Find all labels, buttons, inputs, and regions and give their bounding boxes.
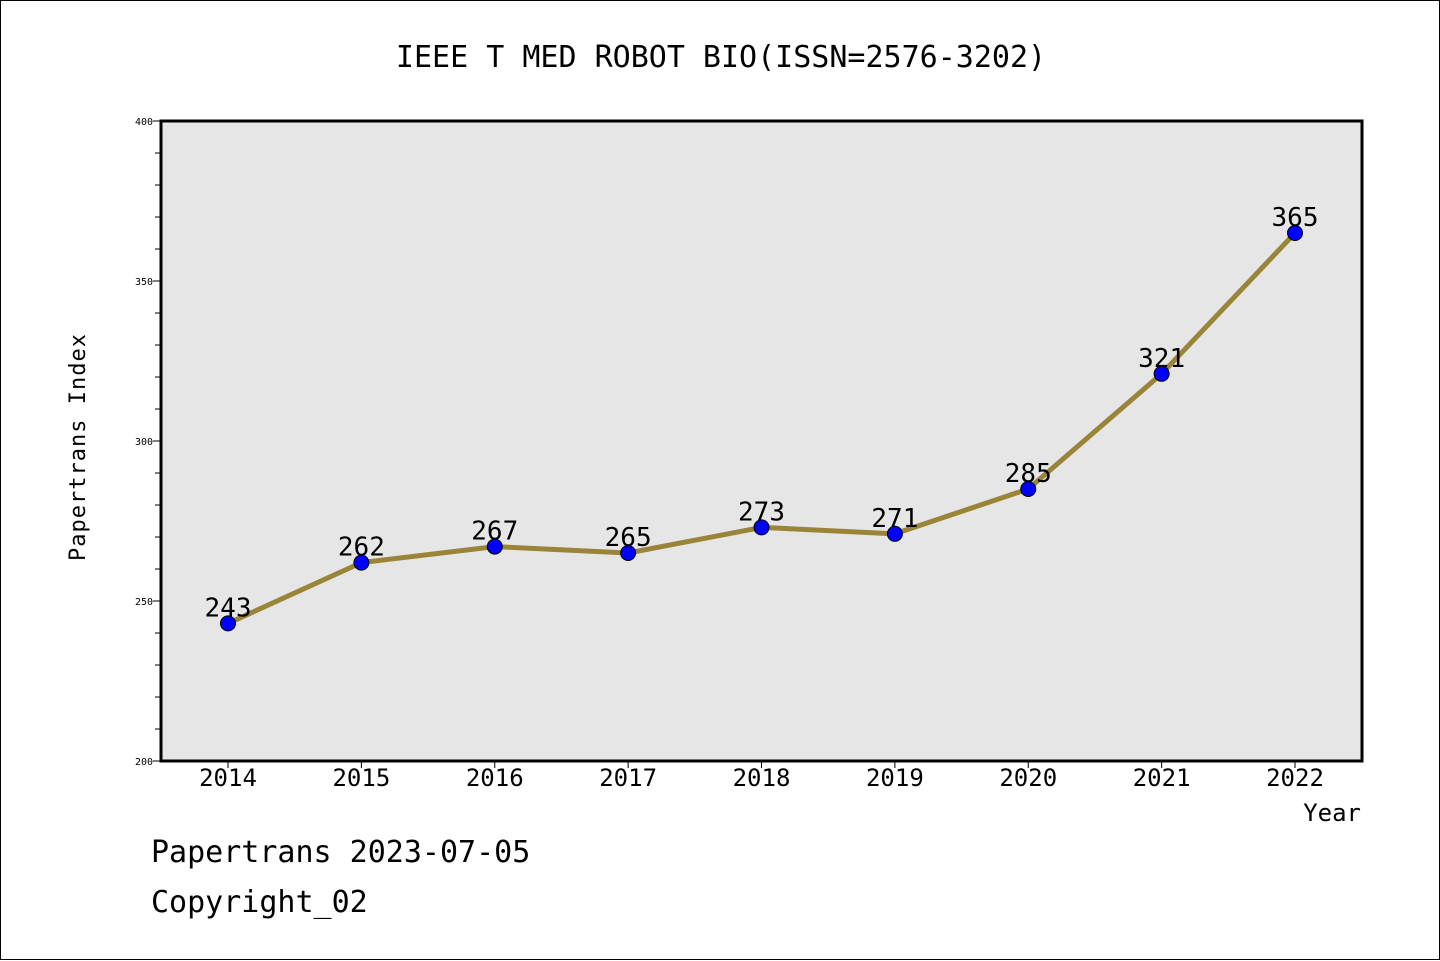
x-tick-label: 2016 bbox=[466, 764, 524, 792]
data-point bbox=[1020, 481, 1037, 497]
plot-area bbox=[159, 119, 1364, 763]
y-tick-label: 300 bbox=[135, 437, 153, 448]
y-tick-label: 250 bbox=[135, 597, 153, 608]
footer-source: Papertrans 2023-07-05 bbox=[151, 835, 531, 870]
x-tick-label: 2017 bbox=[599, 764, 657, 792]
y-tick-label: 400 bbox=[135, 117, 153, 128]
data-point bbox=[753, 519, 770, 536]
data-point bbox=[353, 554, 370, 571]
data-point bbox=[1287, 225, 1303, 241]
data-label: 243 bbox=[205, 593, 252, 623]
data-point bbox=[886, 525, 903, 542]
x-tick-label: 2022 bbox=[1266, 764, 1324, 792]
chart-title: IEEE T MED ROBOT BIO(ISSN=2576-3202) bbox=[396, 40, 1046, 75]
x-tick-label: 2019 bbox=[866, 764, 924, 792]
footer-copyright: Copyright_02 bbox=[151, 885, 368, 920]
x-tick-label: 2015 bbox=[332, 764, 390, 792]
data-point bbox=[220, 615, 236, 632]
data-labels: 243 262 267 265 273 271 285 321 365 bbox=[205, 203, 1319, 623]
y-tick-label: 200 bbox=[135, 757, 153, 768]
data-points bbox=[220, 225, 1303, 632]
x-tick-label: 2021 bbox=[1133, 764, 1191, 792]
x-tick-label: 2020 bbox=[999, 764, 1057, 792]
y-axis: 200 250 300 350 400 bbox=[135, 117, 161, 768]
data-label: 271 bbox=[871, 504, 918, 534]
data-label: 262 bbox=[338, 533, 385, 563]
data-label: 265 bbox=[605, 523, 652, 553]
x-axis-label: Year bbox=[1303, 799, 1361, 827]
data-point bbox=[486, 538, 503, 555]
data-label: 285 bbox=[1005, 459, 1052, 489]
x-axis: 2014 2015 2016 2017 2018 2019 2020 2021 2022 bbox=[199, 761, 1324, 792]
data-label: 267 bbox=[471, 517, 518, 547]
data-label: 321 bbox=[1138, 344, 1185, 374]
y-tick-label: 350 bbox=[135, 277, 153, 288]
data-label: 273 bbox=[738, 497, 785, 527]
x-tick-label: 2018 bbox=[733, 764, 791, 792]
data-point bbox=[620, 545, 637, 561]
data-label: 365 bbox=[1272, 203, 1319, 233]
y-axis-label: Papertrans Index bbox=[66, 333, 91, 561]
data-point bbox=[1153, 365, 1170, 382]
x-tick-label: 2014 bbox=[199, 764, 257, 792]
